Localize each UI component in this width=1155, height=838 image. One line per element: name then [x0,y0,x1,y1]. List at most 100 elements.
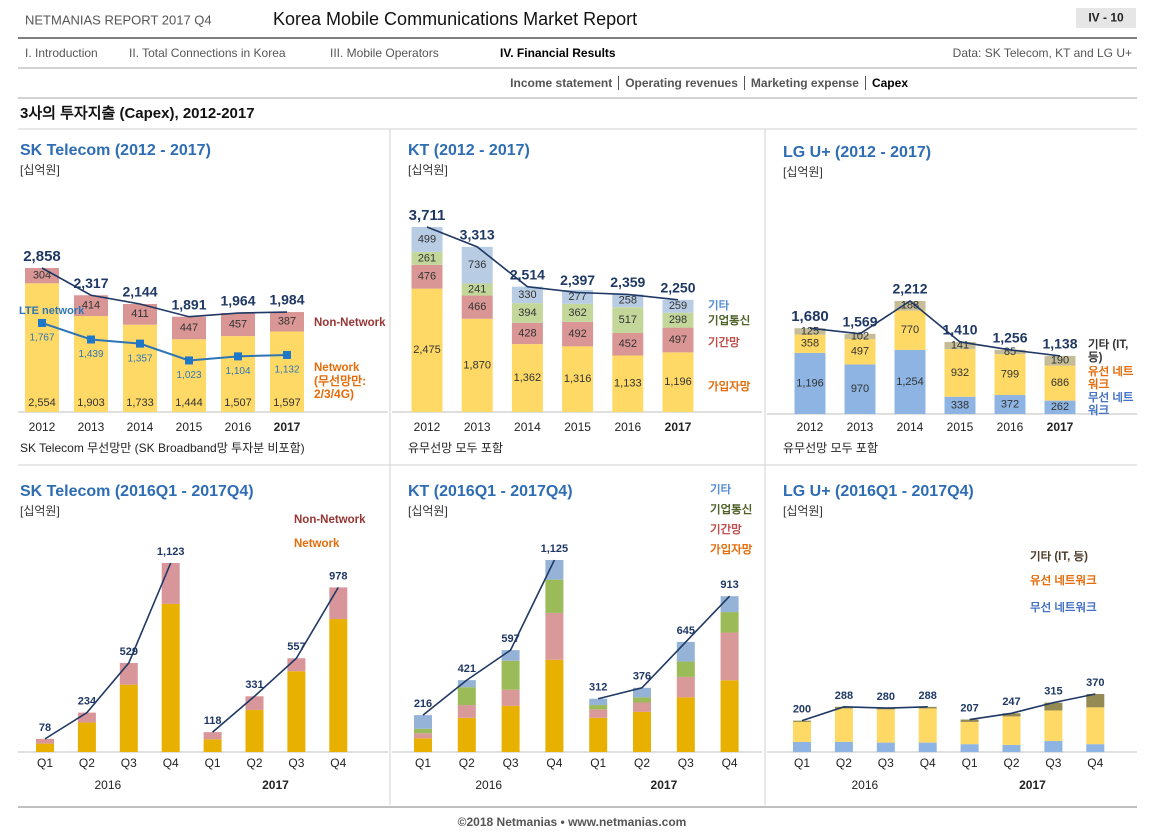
bar-segment [411,264,443,289]
x-tick-label: 2012 [29,420,56,434]
nav-item[interactable]: II. Total Connections in Korea [129,46,286,60]
value-label: 447 [180,322,198,334]
bar-segment [662,312,694,328]
value-label: 277 [568,291,586,303]
x-tick-label: 2017 [274,420,301,434]
bar-segment [1086,744,1105,752]
x-tick-label: Q4 [546,756,562,770]
subnav-item[interactable]: Marketing expense [743,76,865,90]
nav-item[interactable]: III. Mobile Operators [330,46,439,60]
value-label: 457 [229,318,247,330]
total-label: 1,138 [1042,336,1077,352]
x-tick-label: Q1 [205,756,221,770]
legend-label: 기타 [708,300,730,312]
subnav: Income statement Operating revenues Mark… [504,76,908,90]
legend-label: 무선 네트워크 [1088,392,1134,417]
total-line [44,562,172,740]
legend-box: 기타 [708,300,768,313]
total-label: 978 [329,570,347,582]
total-label: 2,317 [73,275,108,291]
x-tick-label: 2015 [564,420,591,434]
legend-box: 유선 네트워크 [1030,575,1140,588]
bar-segment [414,715,432,729]
value-label: 736 [468,259,486,271]
legend-entry: 무선 네트워크 [1088,392,1134,417]
total-label: 1,891 [171,296,206,312]
x-tick-label: Q2 [836,756,852,770]
bar-segment [172,339,206,412]
bar-segment [589,698,608,706]
value-label: 304 [33,270,51,282]
legend-label: 가입자망 [708,381,751,393]
total-label: 3,313 [460,227,495,243]
bar-segment [457,687,476,706]
line-value-label: 1,104 [225,366,250,377]
bar-segment [511,286,543,304]
x-tick-label: 2015 [176,420,203,434]
bar-segment [74,316,108,412]
value-label: 1,903 [77,397,105,409]
bar-segment [414,733,432,739]
value-label: 1,254 [896,376,924,388]
value-label: 1,362 [514,372,542,384]
legend-box: 기타 (IT, 등) [1030,551,1140,564]
value-label: 1,507 [224,397,252,409]
legend-entry: Non-Network [314,317,404,330]
legend-entry: 기간망 [708,337,740,349]
bar-segment [844,339,876,365]
value-label: 394 [518,307,536,319]
legend-entry: 유선 네트워크 [1030,575,1140,588]
legend-box: 기업통신 [710,504,770,517]
bar-segment [545,579,564,613]
total-label: 216 [414,698,432,710]
bar-segment [960,744,979,752]
subnav-item[interactable]: Operating revenues [618,76,744,90]
total-label: 331 [245,679,263,691]
x-tick-label: Q4 [1087,756,1103,770]
nav-item-active[interactable]: IV. Financial Results [500,46,616,60]
bar-segment [74,295,108,317]
value-label: 190 [1051,355,1069,367]
legend-box: Non-Network [314,317,404,330]
bar-segment [119,662,138,685]
value-label: 1,196 [796,377,824,389]
value-label: 1,196 [664,376,692,388]
x-tick-label: 2014 [127,420,154,434]
bar-segment [545,659,564,752]
legend-note: (무선망만: 2/3/4G) [314,374,367,401]
total-label: 3,711 [409,207,446,224]
bar-segment [894,310,926,350]
x-tick-label: 2014 [514,420,541,434]
bar-segment [270,312,304,332]
total-label: 1,410 [942,322,977,338]
total-label: 376 [633,671,651,683]
bar-segment [501,660,520,690]
legend-entry: 가입자망 [708,381,751,393]
legend-box: Network [294,538,384,551]
bar-segment [545,612,564,660]
line-marker [185,356,193,365]
line-marker [283,350,291,359]
bar-segment [221,313,255,337]
line-value-label: 1,357 [127,353,152,364]
x-tick-label: Q2 [79,756,95,770]
total-line [969,693,1096,721]
subnav-item-active[interactable]: Capex [864,76,908,90]
nav-item[interactable]: I. Introduction [25,46,98,60]
bar-segment [123,303,157,325]
value-label: 258 [619,295,637,307]
subnav-item[interactable]: Income statement [510,76,613,90]
value-label: 362 [568,307,586,319]
chart-title: KT (2012 - 2017) [408,142,530,159]
bar-segment [589,717,608,752]
bar-segment [589,705,608,710]
page-badge [1076,8,1136,28]
legend-box: Network (무선망만: 2/3/4G) [314,362,376,401]
x-tick-label: Q3 [288,756,304,770]
bar-segment [461,283,493,296]
x-tick-label: Q4 [330,756,346,770]
legend-box: 가입자망 [710,544,770,557]
bar-segment [793,741,811,752]
bar-segment [119,684,138,752]
legend-label: 가입자망 [710,544,753,556]
